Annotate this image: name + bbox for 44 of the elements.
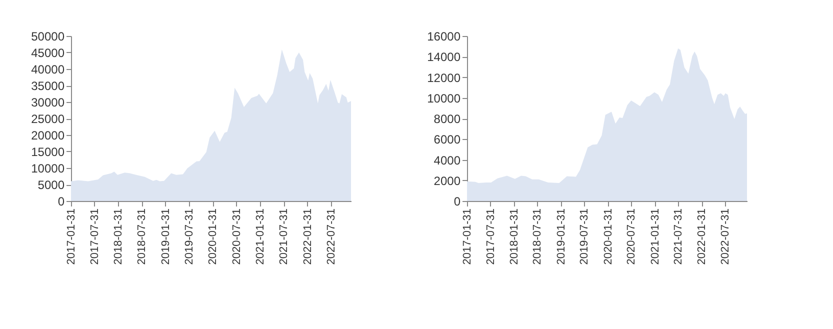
- y-tick-label: 25000: [31, 112, 65, 126]
- x-tick-label: 2021-01-31: [254, 208, 267, 265]
- y-tick-label: 14000: [427, 50, 461, 64]
- y-tick-label: 40000: [31, 62, 65, 76]
- y-tick-label: 0: [454, 194, 461, 208]
- y-tick-label: 8000: [434, 112, 461, 126]
- x-tick-label: 2020-07-31: [626, 208, 638, 265]
- x-tick-label: 2019-07-31: [578, 208, 591, 265]
- x-tick-label: 2021-07-31: [278, 208, 290, 265]
- y-tick-label: 15000: [31, 145, 65, 159]
- y-tick-label: 0: [58, 194, 65, 208]
- y-tick-label: 12000: [427, 70, 461, 85]
- y-tick-label: 10000: [31, 162, 65, 176]
- y-tick-label: 16000: [427, 30, 461, 44]
- y-tick-label: 10000: [427, 91, 461, 106]
- x-tick-label: 2018-07-31: [136, 208, 148, 265]
- x-tick-label: 2019-07-31: [183, 208, 196, 265]
- x-tick-label: 2020-07-31: [230, 208, 243, 265]
- x-tick-label: 2017-07-31: [484, 208, 497, 265]
- y-tick-label: 50000: [31, 30, 65, 44]
- x-tick-label: 2018-01-31: [112, 208, 125, 265]
- x-tick-label: 2020-01-31: [207, 208, 220, 265]
- x-tick-label: 2018-01-31: [508, 208, 520, 265]
- x-tick-label: 2022-01-31: [302, 208, 314, 265]
- x-tick-label: 2017-01-31: [462, 208, 474, 265]
- x-tick-label: 2021-07-31: [672, 208, 685, 265]
- x-tick-label: 2019-01-31: [555, 208, 568, 265]
- x-tick-label: 2017-07-31: [88, 208, 101, 265]
- x-tick-label: 2021-01-31: [649, 208, 662, 265]
- y-tick-label: 20000: [31, 128, 65, 142]
- x-tick-label: 2019-01-31: [160, 208, 172, 265]
- x-tick-label: 2018-07-31: [532, 208, 544, 265]
- y-tick-label: 2000: [434, 174, 461, 188]
- x-tick-label: 2020-01-31: [602, 208, 614, 265]
- y-tick-label: 4000: [434, 153, 461, 168]
- y-tick-label: 30000: [31, 96, 65, 110]
- x-tick-label: 2022-07-31: [325, 208, 338, 265]
- y-tick-label: 5000: [38, 178, 65, 192]
- y-tick-label: 45000: [31, 46, 65, 60]
- y-tick-label: 6000: [434, 132, 461, 147]
- x-tick-label: 2017-01-31: [66, 208, 78, 265]
- x-tick-label: 2022-01-31: [696, 208, 708, 265]
- y-tick-label: 35000: [31, 79, 65, 93]
- x-tick-label: 2022-07-31: [720, 208, 732, 265]
